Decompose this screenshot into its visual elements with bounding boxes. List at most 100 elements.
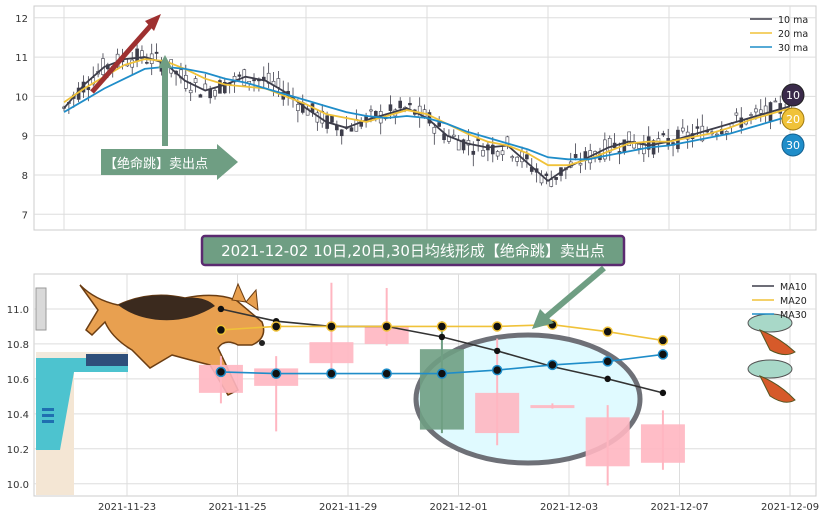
top-candle-body: [681, 127, 685, 132]
pointer-arrow-shaft: [543, 265, 606, 321]
bottom-point-MA20: [215, 324, 227, 336]
ma-badges: 10 20 30: [781, 83, 805, 157]
badge-20-label: 20: [786, 113, 800, 126]
top-candle-body: [549, 179, 554, 187]
legend-label-MA20: MA20: [780, 296, 807, 307]
bottom-candles: [198, 282, 685, 486]
bottom-x-tick-label: 2021-11-23: [98, 502, 156, 513]
top-candle-body: [500, 150, 505, 156]
badge-20: [781, 107, 805, 131]
bottom-point-MA30: [381, 368, 392, 379]
bottom-candle-body: [585, 417, 630, 467]
bottom-x-tick-label: 2021-12-07: [650, 502, 708, 513]
title-banner-box: [200, 234, 626, 267]
pointer-arrow: [532, 265, 606, 329]
bottom-y-tick-label: 10.4: [7, 410, 29, 421]
bottom-x-tick-label: 2021-11-25: [208, 502, 266, 513]
bottom-point-MA20: [657, 335, 669, 346]
sell-annotation-arrow: [101, 144, 238, 180]
bottom-legend: MA10 MA20 MA30: [752, 282, 807, 321]
top-candle-body: [715, 133, 719, 136]
bottom-y-tick-label: 10.8: [7, 340, 29, 351]
sell-annotation: 【绝命跳】卖出点: [101, 144, 238, 180]
highlight-ellipse: [413, 332, 643, 466]
bottom-point-MA20: [491, 321, 503, 332]
top-candle-body: [369, 109, 373, 112]
top-candle-body: [432, 127, 437, 134]
bottom-candle-body: [419, 349, 464, 430]
bottom-point-MA20: [436, 321, 448, 332]
top-candle-body: [515, 156, 519, 162]
badge-10: [781, 83, 805, 107]
top-candle-body: [222, 82, 227, 94]
title-banner-text: 2021-12-02 10日,20日,30日均线形成【绝命跳】卖出点: [221, 242, 605, 260]
red-arrow-head: [145, 14, 161, 31]
top-candle-body: [437, 122, 441, 127]
legend-label-MA30: MA30: [780, 310, 807, 321]
bottom-point-MA30: [270, 368, 282, 379]
top-series-line-30-ma: [63, 65, 791, 161]
top-candle-body: [695, 126, 700, 129]
bottom-point-MA20: [381, 321, 392, 332]
top-candle-body: [456, 140, 461, 151]
badge-10-label: 10: [786, 89, 800, 102]
parachute-top-figure: [758, 329, 796, 356]
top-candle-body: [607, 138, 612, 153]
bottom-point-MA30: [657, 349, 669, 360]
top-candle-body: [398, 100, 403, 109]
top-candle-body: [490, 144, 495, 155]
bottom-point-MA10: [659, 389, 667, 397]
bottom-point-MA10: [438, 333, 446, 341]
top-candle-body: [461, 139, 466, 151]
bottom-candle-body: [640, 424, 685, 463]
parachute-bottom-figure: [758, 375, 796, 403]
top-candle-body: [578, 163, 583, 166]
pointer-arrow-head: [532, 309, 554, 329]
top-candle-body: [525, 154, 529, 160]
badge-30-label: 30: [786, 139, 800, 152]
green-arrow-head: [158, 55, 172, 68]
top-y-tick-label: 8: [22, 171, 28, 182]
top-candle-body: [724, 131, 729, 134]
top-candle-body: [700, 125, 705, 142]
bottom-point-MA20: [602, 326, 613, 337]
bottom-point-MA30: [326, 368, 337, 379]
bottom-candle-body: [475, 392, 520, 434]
top-candle-body: [637, 143, 641, 149]
top-candle-body: [627, 131, 632, 147]
top-y-tick-label: 10: [15, 92, 28, 103]
bottom-y-tick-label: 10.2: [7, 445, 29, 456]
top-candle-body: [339, 129, 344, 137]
red-up-arrow: [90, 14, 161, 94]
red-arrow-shaft: [90, 21, 155, 94]
bottom-chart: 10.010.210.410.610.811.0 2021-11-23 2021-…: [7, 265, 819, 513]
top-candle-body: [188, 89, 193, 94]
bottom-candle-body: [364, 326, 409, 344]
top-candle-body: [193, 78, 198, 83]
top-candle-body: [510, 156, 515, 159]
top-candle-body: [388, 104, 393, 111]
dog-ear-left: [231, 282, 247, 303]
bottom-x-tick-label: 2021-11-29: [319, 502, 377, 513]
top-candle-body: [646, 136, 651, 150]
bottom-y-tick-label: 10.0: [7, 480, 29, 491]
top-legend: 10 ma 20 ma 30 ma: [750, 15, 808, 54]
diving-board-top: [36, 352, 128, 358]
top-candle-body: [573, 154, 578, 158]
top-candle-body: [495, 151, 500, 157]
legend-label-ma30: 30 ma: [778, 43, 808, 54]
top-candle-body: [145, 62, 149, 64]
top-chart: 7 8 9 10 11 12 【绝命跳】卖出点 10 ma 20 ma 30 ma: [15, 5, 817, 231]
diving-board-edge: [86, 354, 128, 366]
top-y-tick-label: 9: [22, 132, 28, 143]
top-candle-body: [544, 173, 549, 176]
top-candle-body: [451, 134, 456, 137]
top-candle-body: [276, 78, 281, 88]
legend-label-ma10: 10 ma: [778, 15, 808, 26]
diving-board-side: [36, 355, 128, 450]
bottom-candle-body: [530, 405, 575, 409]
parachute-bottom-canopy: [747, 359, 793, 379]
top-y-tick-label: 7: [22, 210, 28, 221]
top-y-tick-label: 12: [15, 14, 28, 25]
